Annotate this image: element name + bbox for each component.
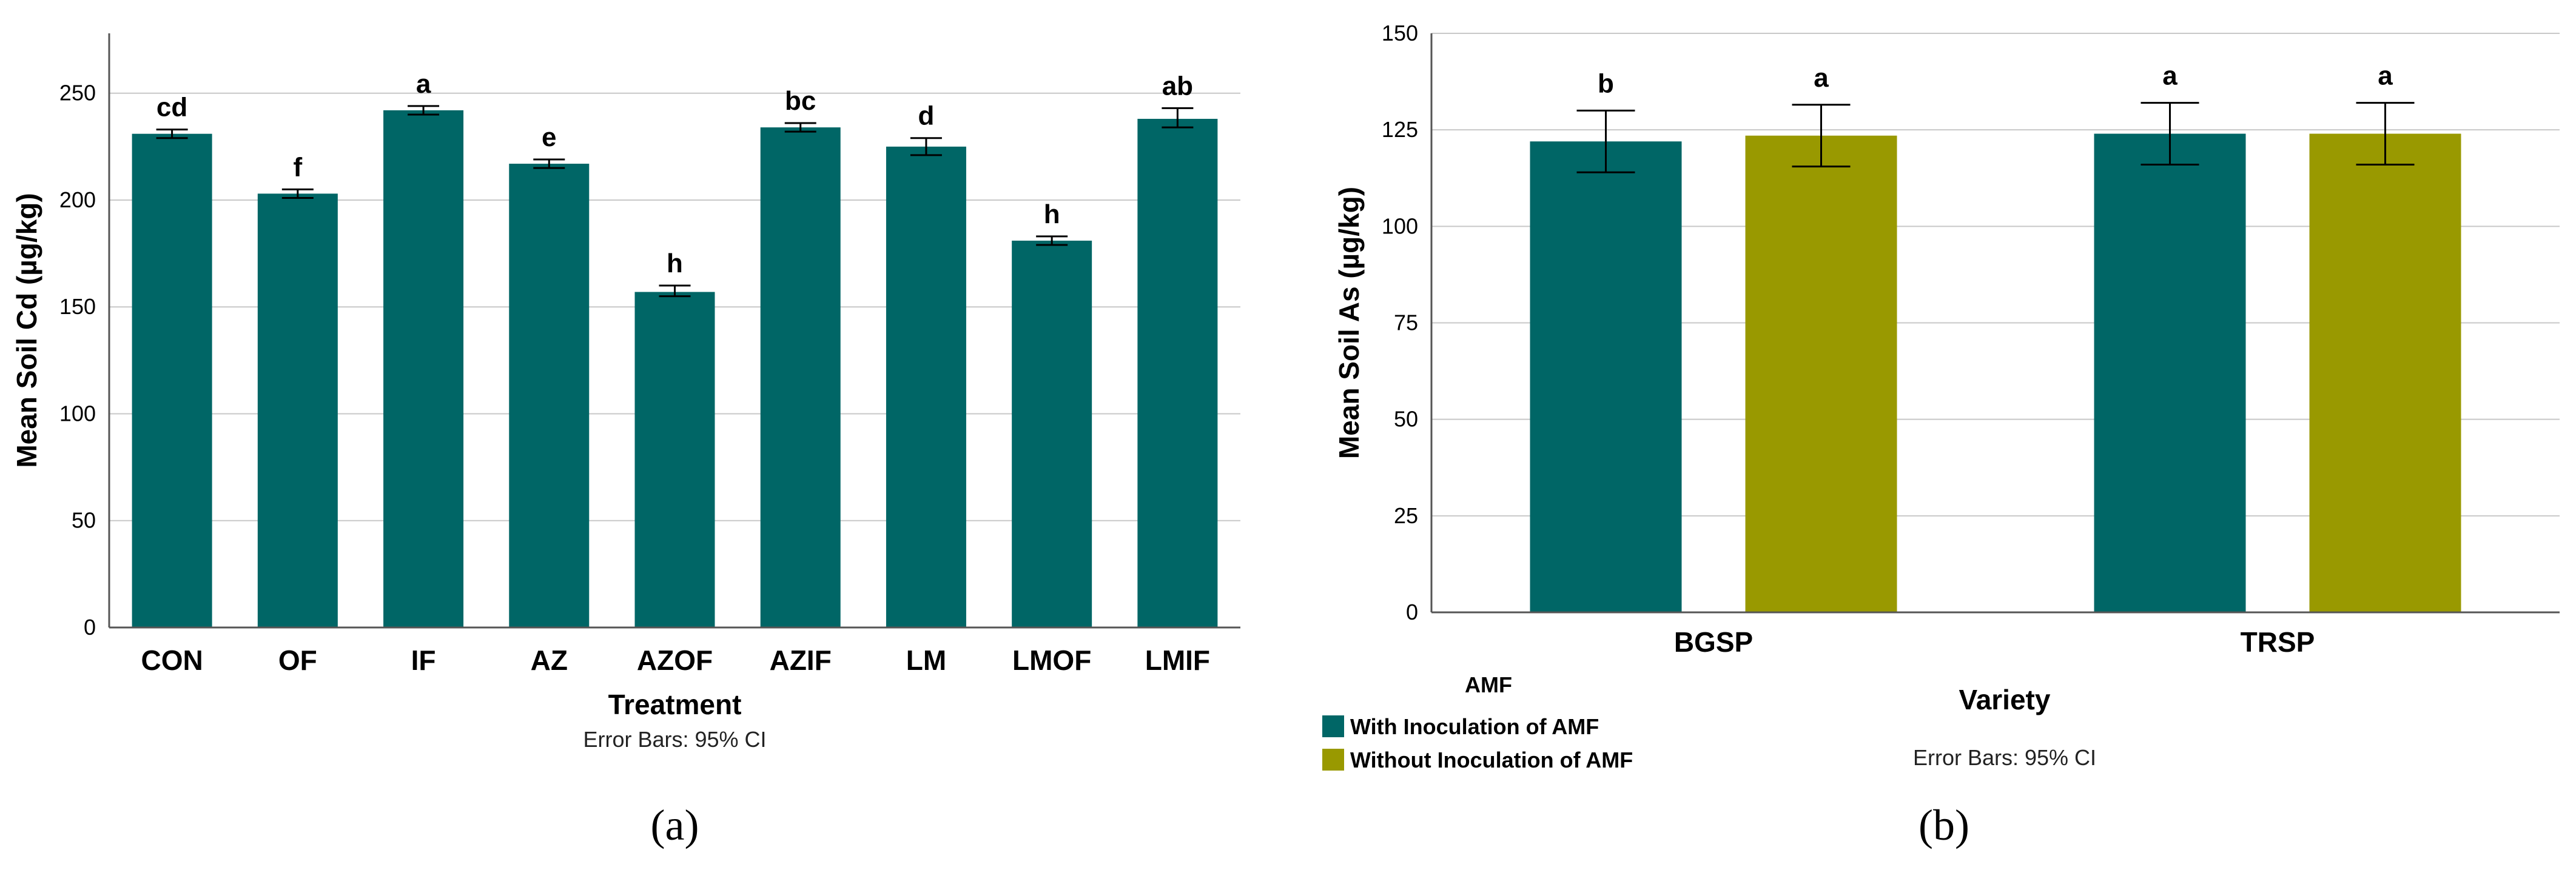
significance-label: a bbox=[416, 69, 431, 99]
x-tick-label: AZIF bbox=[770, 644, 832, 676]
x-tick-label: OF bbox=[278, 644, 317, 676]
panel-label: (b) bbox=[1919, 801, 1969, 849]
x-tick-label: BGSP bbox=[1674, 626, 1753, 658]
significance-labels: cd f a e h bc d h ab bbox=[156, 69, 1193, 278]
x-tick-label: LMIF bbox=[1145, 644, 1210, 676]
significance-label: bc bbox=[785, 86, 816, 116]
error-bar-note: Error Bars: 95% CI bbox=[1913, 745, 2096, 770]
legend-swatch-0 bbox=[1322, 715, 1344, 737]
bar-group bbox=[1530, 133, 2461, 613]
legend-swatch-1 bbox=[1322, 749, 1344, 771]
y-tick-labels: 0 50 100 150 200 250 bbox=[59, 81, 96, 640]
y-axis-title: Mean Soil Cd (µg/kg) bbox=[11, 193, 42, 467]
y-tick-label: 50 bbox=[1394, 407, 1418, 432]
x-axis-title: Variety bbox=[1959, 684, 2051, 715]
error-bar-note: Error Bars: 95% CI bbox=[583, 727, 766, 752]
y-tick-label: 100 bbox=[59, 401, 96, 426]
significance-label: a bbox=[1814, 63, 1829, 93]
x-tick-labels: CON OF IF AZ AZOF AZIF LM LMOF LMIF bbox=[141, 644, 1210, 676]
chart-panel-a: cd f a e h bc d h ab 0 50 100 150 200 250 CON OF IF AZ AZ… bbox=[11, 33, 1240, 849]
y-tick-label: 125 bbox=[1382, 117, 1418, 142]
y-tick-label: 25 bbox=[1394, 503, 1418, 528]
bar-BGSP-series-1 bbox=[1745, 135, 1897, 612]
y-tick-label: 250 bbox=[59, 81, 96, 105]
bar-CON bbox=[132, 133, 212, 627]
x-tick-label: LMOF bbox=[1012, 644, 1091, 676]
error-bars bbox=[1576, 102, 2415, 173]
significance-label: h bbox=[1044, 199, 1060, 229]
legend: AMF With Inoculation of AMF Without Inocu… bbox=[1322, 672, 1633, 772]
bar-AZ bbox=[509, 164, 590, 627]
y-tick-label: 200 bbox=[59, 187, 96, 212]
x-tick-label: AZ bbox=[531, 644, 568, 676]
legend-label: Without Inoculation of AMF bbox=[1350, 748, 1633, 772]
x-tick-label: AZOF bbox=[637, 644, 713, 676]
y-tick-labels: 0 25 50 75 100 125 150 bbox=[1382, 21, 1418, 624]
bar-TRSP-series-1 bbox=[2309, 133, 2461, 613]
bar-AZOF bbox=[634, 292, 715, 627]
panel-label: (a) bbox=[651, 801, 699, 849]
x-tick-label: CON bbox=[141, 644, 203, 676]
x-axis-title: Treatment bbox=[608, 689, 742, 720]
significance-label: d bbox=[918, 101, 934, 131]
y-tick-label: 50 bbox=[72, 508, 96, 533]
x-tick-label: TRSP bbox=[2241, 626, 2315, 658]
bar-group bbox=[132, 110, 1218, 627]
significance-label: f bbox=[294, 152, 303, 182]
significance-label: e bbox=[542, 122, 556, 152]
y-tick-label: 0 bbox=[84, 615, 96, 640]
error-bars bbox=[156, 105, 1194, 298]
x-tick-label: IF bbox=[411, 644, 436, 676]
bar-LMIF bbox=[1137, 119, 1218, 627]
bar-TRSP-series-0 bbox=[2094, 133, 2246, 613]
y-tick-label: 75 bbox=[1394, 310, 1418, 335]
significance-label: b bbox=[1598, 69, 1614, 98]
bar-IF bbox=[383, 110, 464, 627]
significance-label: a bbox=[2378, 61, 2393, 91]
x-tick-labels: BGSP TRSP bbox=[1674, 626, 2315, 658]
legend-label: With Inoculation of AMF bbox=[1350, 714, 1599, 739]
significance-label: cd bbox=[156, 93, 187, 122]
legend-title: AMF bbox=[1465, 672, 1512, 697]
significance-label: h bbox=[667, 249, 683, 278]
y-axis-title: Mean Soil As (µg/kg) bbox=[1333, 187, 1365, 459]
bar-LMOF bbox=[1012, 240, 1092, 627]
x-tick-label: LM bbox=[906, 644, 946, 676]
significance-label: a bbox=[2162, 61, 2177, 91]
bar-LM bbox=[886, 146, 966, 627]
significance-label: ab bbox=[1162, 71, 1193, 101]
bar-BGSP-series-0 bbox=[1530, 141, 1682, 612]
y-tick-label: 100 bbox=[1382, 213, 1418, 238]
y-tick-label: 150 bbox=[1382, 21, 1418, 45]
y-tick-label: 150 bbox=[59, 294, 96, 319]
bar-AZIF bbox=[760, 127, 841, 627]
chart-panel-b: b a a a 0 25 50 75 100 125 150 BGSP TRSP Mean Soil… bbox=[1322, 21, 2560, 849]
bar-OF bbox=[257, 193, 338, 627]
y-tick-label: 0 bbox=[1406, 600, 1418, 624]
